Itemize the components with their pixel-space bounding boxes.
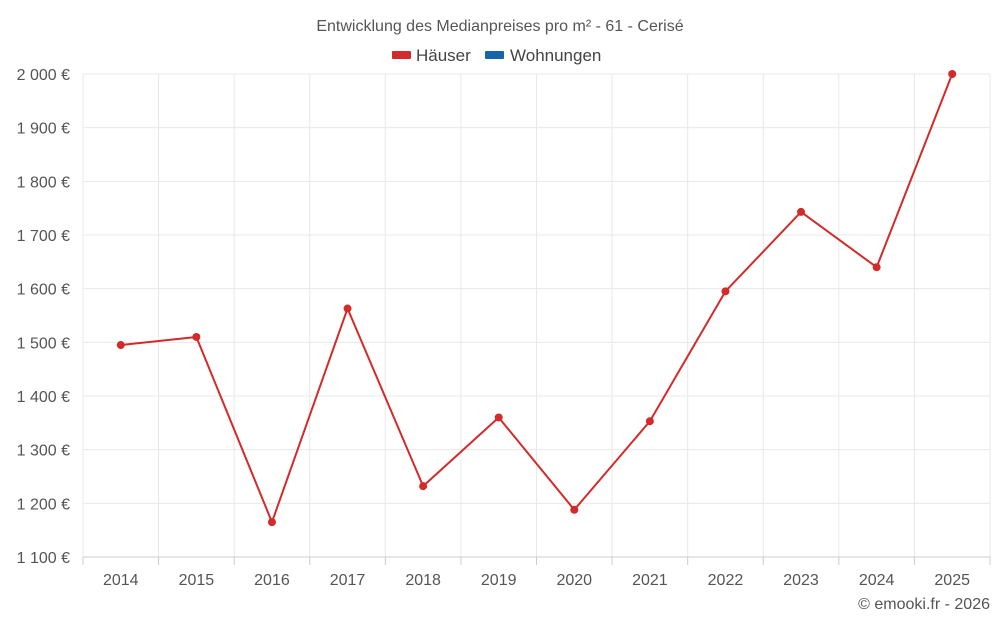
- y-axis: 1 100 € 1 200 € 1 300 € 1 400 € 1 500 € 1 600…: [17, 67, 70, 567]
- x-tick-label: 2017: [330, 572, 366, 589]
- x-tick-label: 2014: [103, 572, 139, 589]
- y-tick-label: 1 300 €: [17, 443, 70, 460]
- data-point[interactable]: [948, 70, 957, 78]
- data-point[interactable]: [872, 263, 881, 272]
- x-tick-label: 2016: [254, 572, 290, 589]
- data-point[interactable]: [645, 417, 654, 426]
- legend-label-hauser[interactable]: Häuser: [416, 46, 471, 65]
- data-point[interactable]: [494, 413, 503, 422]
- credit-text: © emooki.fr - 2026: [858, 596, 990, 613]
- x-tick-label: 2021: [632, 572, 668, 589]
- y-tick-label: 1 100 €: [17, 550, 70, 567]
- data-point[interactable]: [797, 207, 806, 216]
- x-tick-label: 2020: [556, 572, 592, 589]
- data-point[interactable]: [192, 332, 201, 341]
- data-point[interactable]: [116, 341, 125, 350]
- data-point[interactable]: [721, 287, 730, 296]
- y-tick-label: 1 500 €: [17, 335, 70, 352]
- legend-label-wohnungen[interactable]: Wohnungen: [510, 46, 601, 65]
- y-tick-label: 1 800 €: [17, 174, 70, 191]
- legend: Häuser Wohnungen: [392, 46, 601, 65]
- x-tick-label: 2025: [934, 572, 970, 589]
- y-tick-label: 2 000 €: [17, 67, 70, 84]
- legend-swatch-wohnungen[interactable]: [485, 51, 504, 59]
- y-tick-label: 1 900 €: [17, 121, 70, 138]
- x-tick-label: 2018: [405, 572, 441, 589]
- y-tick-label: 1 600 €: [17, 282, 70, 299]
- data-point[interactable]: [267, 518, 276, 527]
- x-tick-label: 2024: [859, 572, 895, 589]
- grid: [82, 73, 991, 557]
- data-point[interactable]: [343, 304, 352, 313]
- data-point[interactable]: [570, 505, 579, 514]
- series: [116, 70, 957, 527]
- x-tick-label: 2015: [179, 572, 215, 589]
- series-line-0: [120, 73, 954, 524]
- legend-swatch-hauser[interactable]: [392, 51, 411, 59]
- y-tick-label: 1 200 €: [17, 496, 70, 513]
- x-tick-label: 2019: [481, 572, 517, 589]
- y-tick-label: 1 700 €: [17, 228, 70, 245]
- x-axis: 2014 2015 2016 2017 2018 2019 2020 2021 2022 2023…: [82, 556, 991, 589]
- data-point[interactable]: [419, 482, 428, 491]
- chart-title: Entwicklung des Medianpreises pro m² - 6…: [316, 18, 683, 35]
- x-tick-label: 2022: [708, 572, 744, 589]
- x-tick-label: 2023: [783, 572, 819, 589]
- y-tick-label: 1 400 €: [17, 389, 70, 406]
